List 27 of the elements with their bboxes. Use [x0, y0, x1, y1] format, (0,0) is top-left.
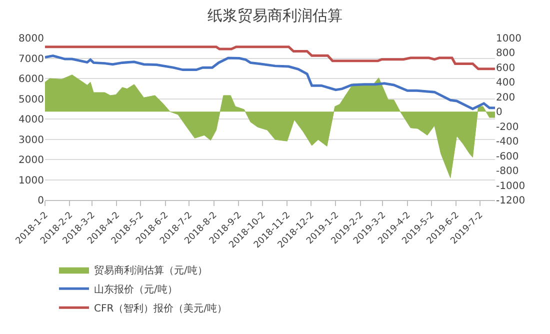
line-series	[45, 46, 495, 70]
y-tick-label: 8000	[18, 34, 44, 44]
y2-tick-label: 0	[496, 107, 502, 118]
y2-tick-label: -200	[496, 122, 519, 133]
y-tick-label: 2000	[18, 155, 44, 166]
y-tick-label: 7000	[18, 54, 44, 65]
y2-tick-label: -1000	[496, 180, 526, 192]
legend-label: 山东报价（元/吨）	[94, 283, 178, 296]
legend-label: 贸易商利润估算（元/吨）	[94, 264, 208, 276]
line-series	[45, 54, 495, 110]
y2-tick-label: -600	[496, 151, 519, 162]
y2-tick-label: -400	[496, 136, 519, 148]
y-tick-label: 5000	[18, 94, 44, 106]
y2-tick-label: 1000	[496, 34, 522, 44]
y-tick-label: 3000	[18, 134, 44, 146]
y-tick-label: 0	[38, 196, 44, 206]
y2-tick-label: 600	[496, 62, 516, 74]
y-tick-label: 1000	[18, 175, 44, 186]
y2-tick-label: -1200	[496, 196, 526, 206]
y-tick-label: 4000	[18, 114, 44, 126]
y2-tick-label: 200	[496, 92, 516, 104]
y2-tick-label: -800	[496, 166, 519, 178]
legend-label: CFR（智利）报价（美元/吨）	[94, 302, 228, 314]
y2-tick-label: 400	[496, 78, 516, 89]
chart-title: 纸浆贸易商利润估算	[208, 6, 342, 25]
y2-tick-label: 800	[496, 48, 516, 60]
y-tick-label: 6000	[18, 74, 44, 85]
